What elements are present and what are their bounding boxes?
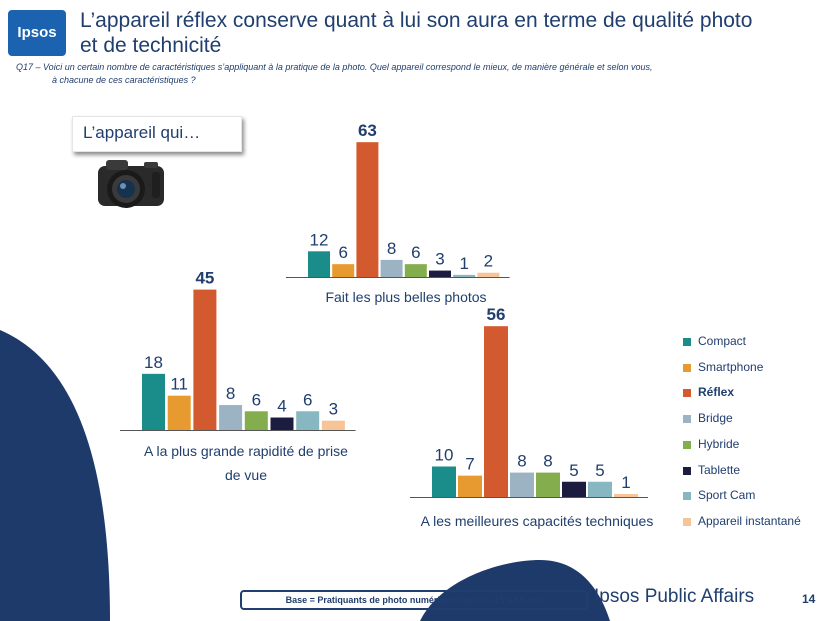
bar-smartphone [167, 395, 191, 430]
data-label: 4 [277, 397, 286, 416]
page-number: 14 [802, 592, 816, 606]
legend-swatch [683, 338, 691, 346]
data-label: 11 [170, 375, 188, 394]
data-label: 12 [310, 230, 329, 249]
bar-sport-cam [453, 274, 476, 277]
legend-item: Tablette [683, 463, 823, 481]
base-note: Base = Pratiquants de photo numérique âg… [240, 590, 588, 610]
legend-item: Smartphone [683, 360, 823, 378]
legend-label: Bridge [698, 411, 733, 426]
camera-icon [98, 160, 164, 208]
data-label: 8 [387, 239, 396, 258]
logo-text: Ipsos [17, 24, 57, 41]
legend-swatch [683, 466, 691, 475]
question-text: Q17 – Voici un certain nombre de caracté… [16, 61, 806, 87]
legend-label: Compact [698, 334, 747, 348]
legend-swatch [683, 363, 691, 372]
legend-item: Réflex [683, 385, 823, 403]
data-label: 6 [411, 243, 420, 262]
question-line-1: Q17 – Voici un certain nombre de caracté… [16, 62, 653, 72]
callout-box: L’appareil qui… [72, 116, 242, 152]
question-line-2: à chacune de ces caractéristiques ? [52, 75, 196, 85]
bar-sport-cam [588, 481, 612, 497]
data-label: 6 [252, 390, 261, 409]
bar-compact [432, 466, 456, 497]
data-label: 1 [459, 254, 468, 273]
legend-item: Bridge [683, 411, 823, 429]
ipsos-logo: Ipsos [8, 10, 66, 56]
bar-smartphone [458, 475, 482, 497]
data-label: 5 [569, 461, 578, 480]
data-label: 8 [226, 384, 235, 403]
legend-label: Sport Cam [698, 488, 756, 503]
bar-appareil-instantané [614, 493, 638, 497]
data-label: 1 [621, 473, 630, 492]
bar-réflex [356, 142, 379, 277]
bar-tablette [270, 417, 294, 430]
legend-swatch [683, 415, 691, 424]
bar-appareil-instantané [477, 272, 500, 277]
data-label: 63 [358, 121, 377, 140]
legend-label: Réflex [698, 385, 735, 400]
data-label: 18 [144, 353, 163, 372]
data-label: 8 [543, 452, 552, 471]
data-label: 45 [195, 269, 214, 288]
brand-text: Ipsos Public Affairs [594, 586, 755, 607]
legend-swatch [683, 492, 691, 501]
legend-item: Hybride [683, 437, 823, 455]
legend-label: Appareil instantané [698, 513, 801, 528]
data-label: 3 [329, 400, 338, 419]
chart-title: A la plus grande rapidité de prise [144, 443, 348, 459]
bar-bridge [510, 472, 534, 497]
bar-hybride [404, 264, 427, 277]
data-label: 3 [435, 250, 444, 269]
bar-tablette [429, 270, 451, 277]
legend-swatch [683, 389, 691, 398]
data-label: 56 [487, 305, 506, 324]
legend-label: Tablette [698, 462, 741, 477]
bar-hybride [244, 411, 268, 430]
legend-swatch [683, 517, 691, 526]
callout-text: L’appareil qui… [83, 123, 201, 142]
data-label: 6 [338, 243, 347, 262]
legend-item: Appareil instantané [683, 514, 823, 532]
bar-réflex [193, 289, 217, 430]
data-label: 7 [465, 455, 474, 474]
bar-sport-cam [296, 411, 320, 430]
legend-item: Compact [683, 334, 823, 352]
legend-item: Sport Cam [683, 488, 823, 506]
title-line-2: et de technicité [80, 34, 222, 57]
bar-réflex [484, 326, 508, 497]
bar-compact [308, 251, 330, 277]
data-label: 8 [517, 452, 526, 471]
legend-swatch [683, 440, 691, 449]
bar-smartphone [332, 264, 355, 277]
bar-tablette [562, 481, 586, 497]
bar-bridge [380, 259, 403, 277]
left-blue-arc [0, 330, 110, 621]
data-label: 2 [484, 252, 493, 271]
bar-hybride [536, 472, 560, 497]
chart-title: Fait les plus belles photos [325, 289, 486, 305]
data-label: 10 [435, 446, 454, 465]
bar-compact [142, 373, 165, 430]
data-label: 6 [303, 390, 312, 409]
title-line-1: L’appareil réflex conserve quant à lui s… [80, 9, 753, 32]
chart-title: de vue [225, 467, 267, 483]
legend-label: Smartphone [698, 359, 764, 374]
data-label: 5 [595, 461, 604, 480]
bar-appareil-instantané [321, 420, 345, 430]
chart-title: A les meilleures capacités techniques [421, 513, 654, 529]
page-title: L’appareil réflex conserve quant à lui s… [80, 8, 800, 58]
bar-bridge [219, 405, 243, 430]
legend-label: Hybride [698, 436, 740, 451]
